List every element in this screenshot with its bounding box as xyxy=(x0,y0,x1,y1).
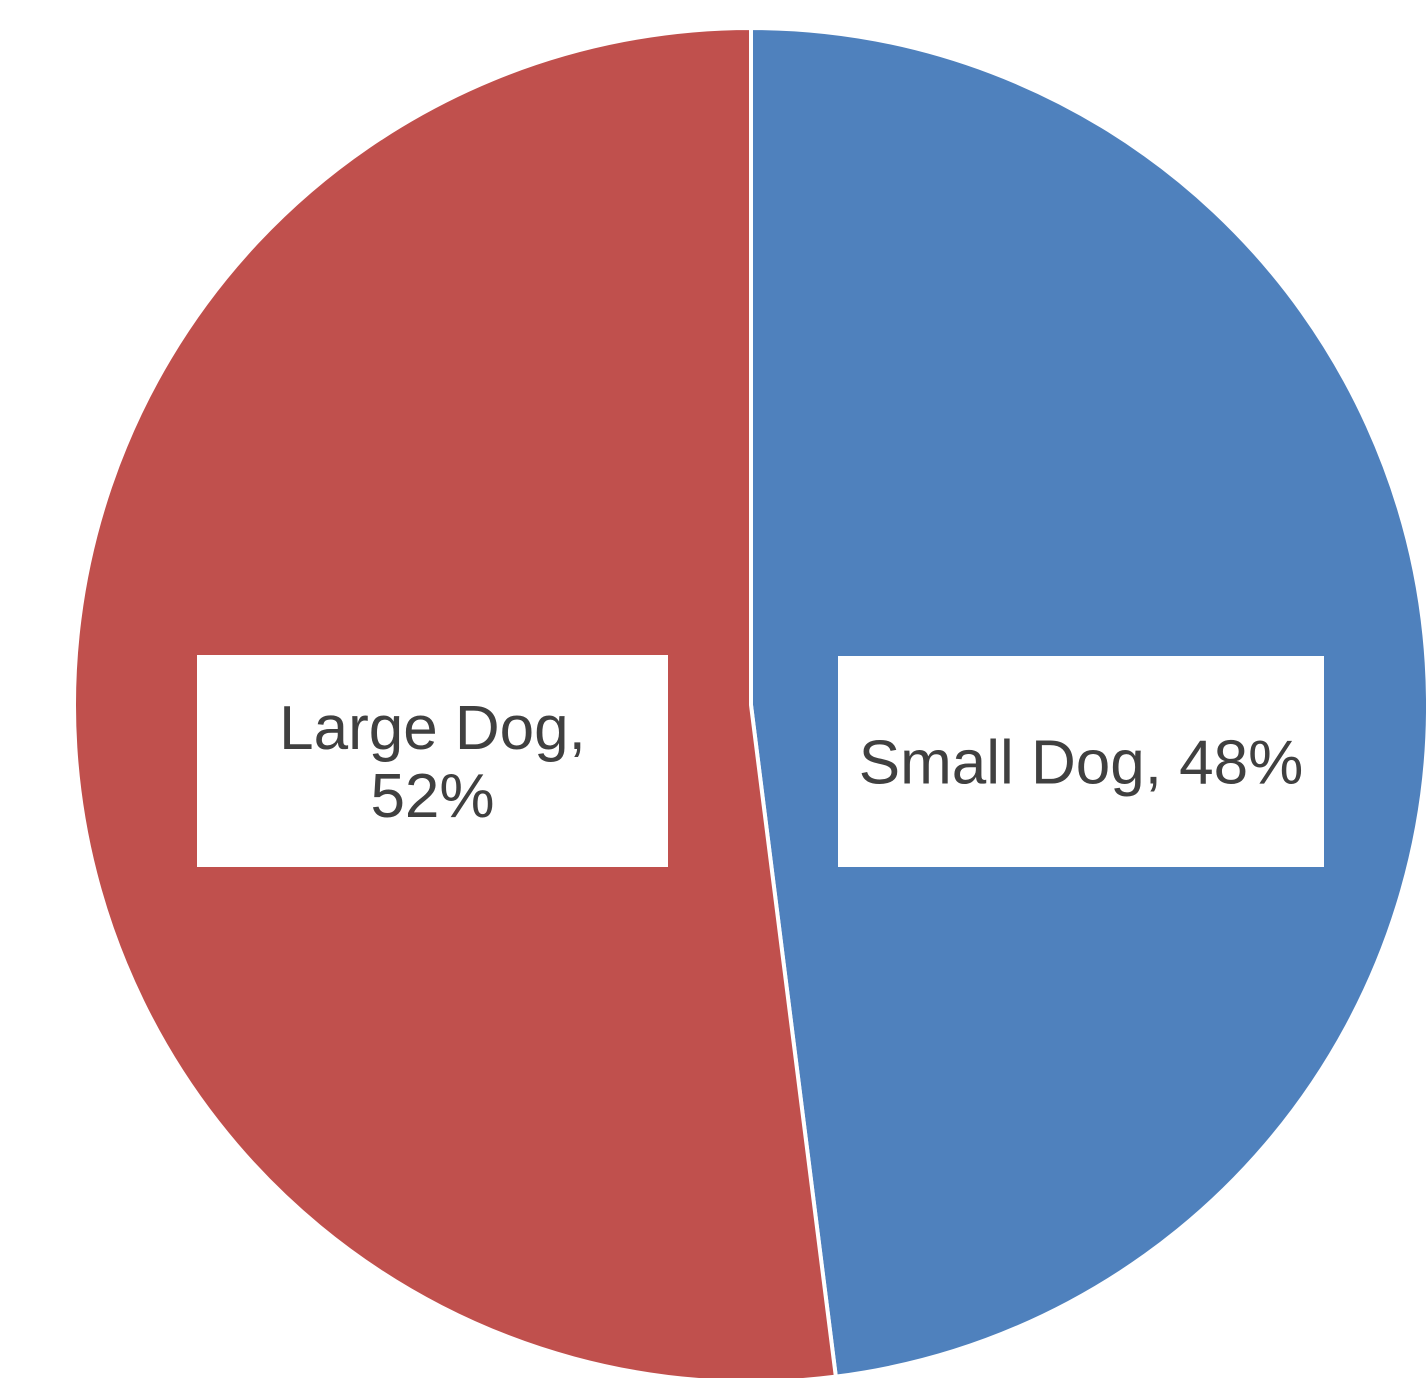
data-label-large-dog: Large Dog, 52% xyxy=(279,694,586,831)
data-label-line: Large Dog, xyxy=(279,694,586,763)
data-label-line: Small Dog, 48% xyxy=(859,729,1304,798)
data-label-line: 52% xyxy=(370,762,494,831)
pie-labels: Small Dog, 48% Large Dog, 52% xyxy=(197,655,1324,867)
data-label-box-large-dog xyxy=(197,655,668,867)
data-label-small-dog: Small Dog, 48% xyxy=(859,729,1304,798)
data-label-box-small-dog xyxy=(838,656,1324,867)
